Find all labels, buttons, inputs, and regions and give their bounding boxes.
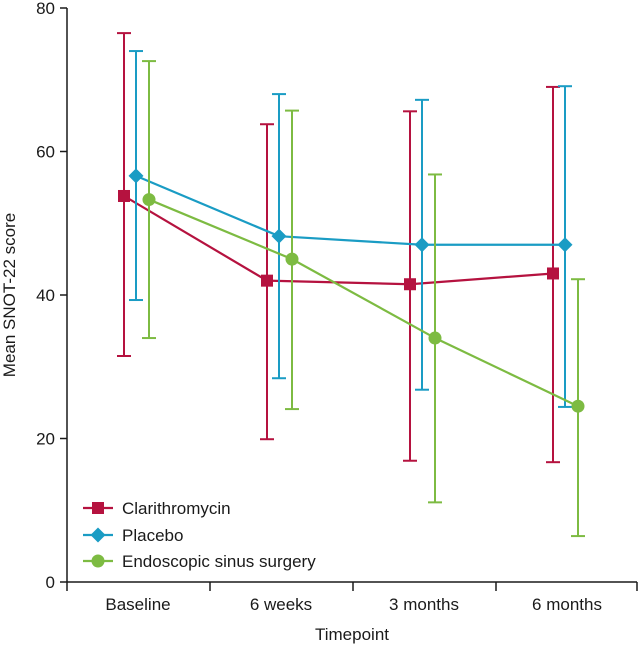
data-point xyxy=(428,331,442,345)
y-tick-label: 40 xyxy=(36,286,55,305)
data-point xyxy=(547,267,559,280)
x-tick-label: Baseline xyxy=(105,595,170,614)
series-line xyxy=(123,195,554,286)
x-tick-label: 6 months xyxy=(532,595,602,614)
data-point xyxy=(557,237,573,253)
legend-marker xyxy=(91,554,105,568)
x-axis-title: Timepoint xyxy=(315,625,389,644)
data-point xyxy=(261,274,273,287)
legend-marker xyxy=(90,527,106,543)
y-tick-label: 20 xyxy=(36,430,55,449)
y-tick-label: 0 xyxy=(46,573,55,592)
x-tick-label: 3 months xyxy=(389,595,459,614)
data-point xyxy=(271,228,287,244)
data-point xyxy=(404,278,416,291)
x-ticks: Baseline 6 weeks 3 months 6 months xyxy=(66,582,638,614)
legend-label: Clarithromycin xyxy=(122,499,231,518)
data-point xyxy=(285,252,299,266)
y-axis-title: Mean SNOT-22 score xyxy=(0,213,19,377)
legend-label: Endoscopic sinus surgery xyxy=(122,552,316,571)
data-point xyxy=(118,189,130,202)
series-line xyxy=(135,174,565,246)
data-point xyxy=(414,237,430,253)
legend-marker xyxy=(92,502,104,514)
series-clarithromycin xyxy=(117,32,560,464)
y-ticks: 0 20 40 60 80 xyxy=(36,0,67,592)
legend-item: Clarithromycin xyxy=(83,499,231,518)
legend-item: Placebo xyxy=(83,526,183,545)
y-tick-label: 80 xyxy=(36,0,55,18)
series-placebo xyxy=(128,50,573,408)
series-layer xyxy=(117,32,585,538)
series-line xyxy=(148,198,579,408)
x-tick-label: 6 weeks xyxy=(250,595,312,614)
data-point xyxy=(571,399,585,413)
legend-item: Endoscopic sinus surgery xyxy=(83,552,316,571)
legend-label: Placebo xyxy=(122,526,183,545)
legend: Clarithromycin Placebo Endoscopic sinus su… xyxy=(83,499,316,571)
y-tick-label: 60 xyxy=(36,143,55,162)
series-endoscopic-sinus-surgery xyxy=(142,60,585,538)
data-point xyxy=(128,168,144,184)
data-point xyxy=(142,193,156,207)
axes xyxy=(66,8,637,583)
